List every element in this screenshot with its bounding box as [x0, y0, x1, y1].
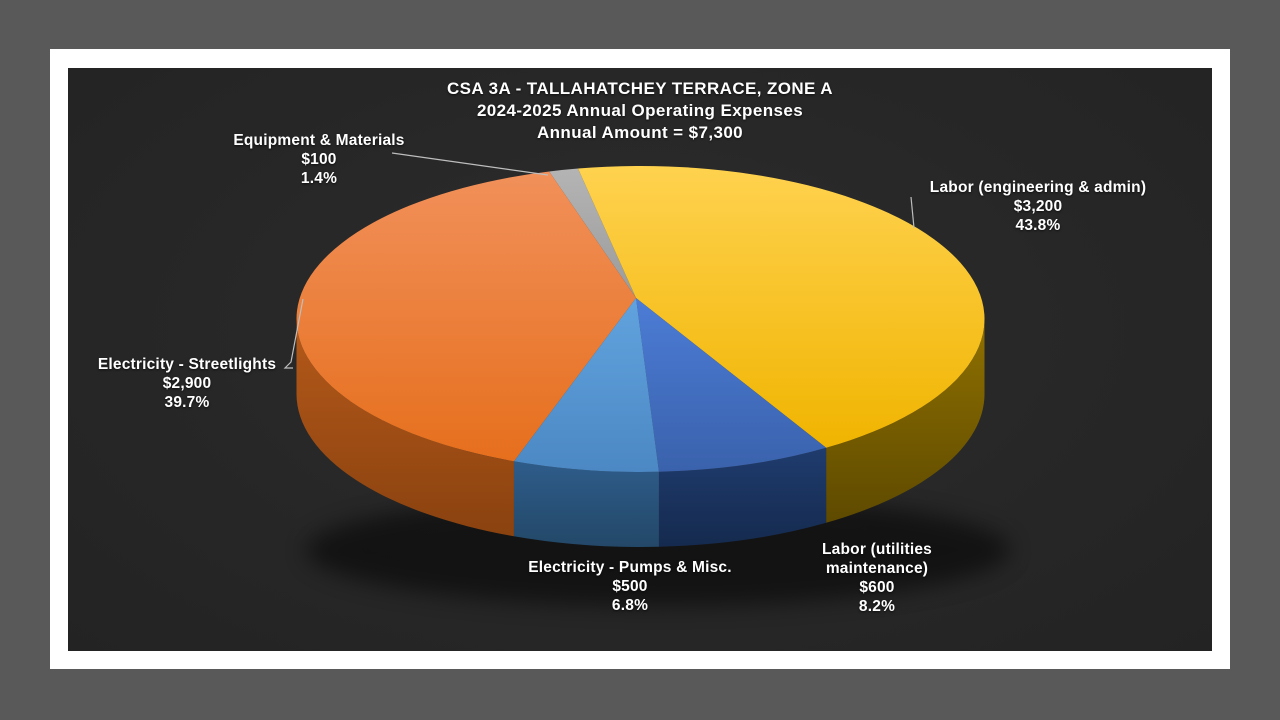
callout-labor-utilities-maintenance-amount: $600 [859, 579, 895, 596]
callout-electricity-pumps-misc-label: Electricity - Pumps & Misc. [528, 559, 732, 576]
callout-electricity-streetlights: Electricity - Streetlights $2,900 39.7% [77, 355, 297, 412]
pie-slice-wall-labor_utilities_maintenance [658, 447, 827, 547]
pie-slice-electricity_streetlights [296, 171, 636, 462]
callout-electricity-streetlights-amount: $2,900 [162, 375, 212, 392]
callout-labor-engineering-admin-percent: 43.8% [1015, 217, 1061, 234]
pie-slice-electricity_pumps_misc [513, 298, 659, 472]
chart-total-annotation: Annual Amount = $7,300 [536, 123, 744, 142]
callout-electricity-streetlights-percent: 39.7% [164, 394, 210, 411]
leader-line-equipment-materials [391, 152, 549, 176]
callout-equipment-materials: Equipment & Materials $100 1.4% [213, 131, 425, 188]
chart-title: CSA 3A - TALLAHATCHEY TERRACE, ZONE A [447, 79, 833, 98]
callout-labor-engineering-admin: Labor (engineering & admin) $3,200 43.8% [903, 178, 1173, 235]
callout-equipment-materials-label: Equipment & Materials [233, 132, 405, 149]
callout-electricity-streetlights-label: Electricity - Streetlights [97, 356, 277, 373]
callout-labor-utilities-maintenance-label: Labor (utilities maintenance) [822, 541, 932, 577]
pie-slice-wall-electricity_streetlights [296, 319, 514, 537]
pie-slice-labor_engineering_admin [577, 166, 985, 448]
pie-slice-wall-electricity_pumps_misc [513, 461, 659, 547]
chart-header: CSA 3A - TALLAHATCHEY TERRACE, ZONE A 20… [320, 78, 960, 144]
pie-slice-equipment_materials [549, 168, 636, 298]
pie-slice-wall-labor_engineering_admin [826, 319, 985, 523]
callout-labor-utilities-maintenance-percent: 8.2% [858, 598, 896, 615]
chart-subtitle: 2024-2025 Annual Operating Expenses [476, 101, 804, 120]
callout-electricity-pumps-misc: Electricity - Pumps & Misc. $500 6.8% [513, 558, 747, 615]
leader-line-labor-engineering [910, 196, 915, 229]
callout-electricity-pumps-misc-amount: $500 [612, 578, 648, 595]
leader-line-electricity-streetlights [283, 298, 304, 369]
callout-labor-utilities-maintenance: Labor (utilities maintenance) $600 8.2% [792, 540, 962, 616]
callout-labor-engineering-admin-amount: $3,200 [1013, 198, 1063, 215]
callout-equipment-materials-amount: $100 [301, 151, 337, 168]
callout-equipment-materials-percent: 1.4% [300, 170, 338, 187]
pie-slice-labor_utilities_maintenance [636, 298, 827, 472]
callout-electricity-pumps-misc-percent: 6.8% [611, 597, 649, 614]
pie-3d-chart [283, 152, 1010, 606]
callout-labor-engineering-admin-label: Labor (engineering & admin) [929, 179, 1147, 196]
chart-panel [68, 68, 1212, 651]
pie-slices [296, 166, 1010, 606]
